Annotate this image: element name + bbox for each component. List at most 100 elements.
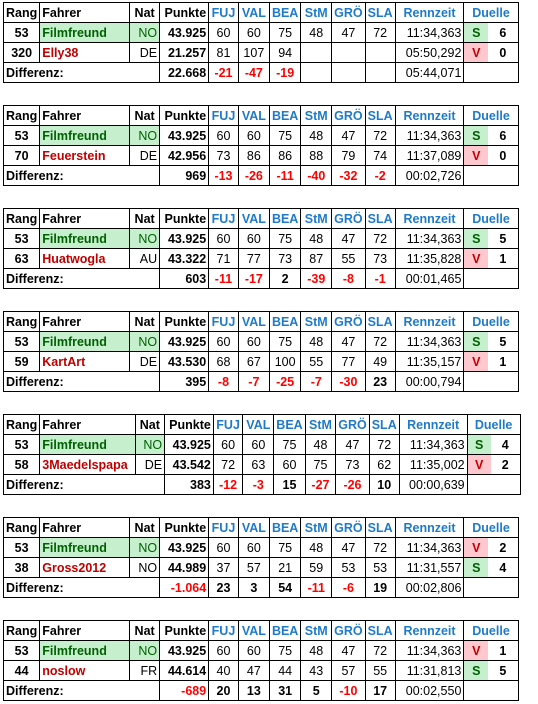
stage-cell: 60	[237, 22, 270, 43]
diff-zeit-text: 00:00,639	[409, 477, 465, 492]
diff-stage: 23	[208, 577, 239, 598]
diff-zeit-text: 00:02,806	[405, 580, 462, 595]
stage-header: BEA	[268, 105, 302, 126]
duel-table: Rang Fahrer Nat Punkte FUJ VAL BEA StM GRÖ SLA Ren…	[2, 208, 538, 289]
duelle-count: 5	[488, 331, 519, 352]
stage-cell-text: 107	[243, 45, 265, 60]
punkte-cell-text: 21.257	[167, 45, 207, 60]
punkte-cell-text: 43.925	[172, 437, 211, 452]
punkte-cell: 43.925	[159, 331, 210, 352]
sieg-verlust-badge-text: S	[472, 231, 481, 246]
diff-empty	[488, 680, 519, 701]
diff-stage-text: -6	[342, 580, 354, 595]
driver-name: Filmfreund	[39, 228, 131, 249]
stage-header-text: SLA	[367, 520, 393, 535]
stage-cell-text: 72	[373, 25, 388, 40]
diff-zeit: 00:00,639	[398, 474, 468, 495]
stage-cell: 75	[273, 434, 306, 455]
rennzeit-header-text: Rennzeit	[403, 108, 456, 123]
stage-cell-text: 55	[309, 354, 324, 369]
stage-cell	[364, 42, 396, 63]
stage-cell: 47	[331, 537, 366, 558]
sieg-verlust-badge: V	[463, 351, 489, 372]
punkte-cell: 44.614	[159, 660, 210, 681]
duelle-header: Duelle	[463, 2, 519, 23]
driver-name: 3Maedelspapa	[39, 454, 136, 475]
player-row: 70 Feuerstein DE 42.956 73 86 86 88 79 74 11:37,08…	[2, 145, 538, 166]
stage-header-text: VAL	[241, 211, 266, 226]
diff-stage: 2	[268, 268, 302, 289]
rang-cell-text: 53	[14, 540, 29, 555]
diff-stage: -27	[304, 474, 337, 495]
driver-name-text: Filmfreund	[42, 334, 107, 349]
stage-header-text: BEA	[271, 520, 299, 535]
sieg-verlust-badge-text: V	[472, 354, 481, 369]
punkte-cell: 43.530	[159, 351, 210, 372]
rang-header: Rang	[2, 620, 41, 641]
stage-cell: 44	[268, 660, 302, 681]
rang-cell-text: 44	[14, 663, 29, 678]
sieg-verlust-badge-text: V	[472, 45, 481, 60]
stage-cell: 60	[237, 228, 270, 249]
stage-cell-text: 81	[216, 45, 231, 60]
sieg-verlust-badge-text: V	[472, 148, 481, 163]
stage-cell: 72	[364, 228, 396, 249]
diff-punkte: -1.064	[159, 577, 210, 598]
fahrer-header-text: Fahrer	[42, 108, 82, 123]
punkte-cell-text: 43.925	[167, 334, 207, 349]
rang-cell-text: 53	[14, 231, 29, 246]
diff-row: Differenz: 603 -11 -17 2 -39 -8 -1 00:01,465	[2, 268, 538, 289]
rennzeit-cell: 11:34,363	[394, 228, 465, 249]
stage-header: SLA	[364, 517, 396, 538]
rennzeit-cell: 05:50,292	[394, 42, 465, 63]
duelle-count: 2	[488, 537, 519, 558]
diff-stage: 23	[364, 371, 396, 392]
stage-cell: 67	[237, 351, 270, 372]
diff-stage-text: 2	[281, 271, 289, 286]
nat-cell: DE	[129, 351, 161, 372]
stage-cell: 48	[300, 331, 333, 352]
rennzeit-header: Rennzeit	[394, 105, 465, 126]
stage-cell-text: 68	[216, 354, 231, 369]
stage-cell: 60	[208, 331, 239, 352]
fahrer-header: Fahrer	[39, 517, 131, 538]
nat-cell-text: DE	[139, 45, 158, 60]
diff-stage-text: 17	[373, 683, 388, 698]
nat-cell: NO	[129, 640, 161, 661]
stage-cell-text: 73	[345, 457, 360, 472]
stage-cell-text: 75	[282, 437, 297, 452]
stage-header: SLA	[364, 2, 396, 23]
stage-cell: 75	[268, 537, 302, 558]
rang-header-text: Rang	[6, 108, 38, 123]
diff-row: Differenz: 22.668 -21 -47 -19 05:44,071	[2, 62, 538, 83]
stage-header-text: GRÖ	[334, 623, 363, 638]
diff-label: Differenz:	[2, 371, 161, 392]
stage-cell-text: 88	[309, 148, 324, 163]
diff-stage-text: -10	[339, 683, 358, 698]
diff-stage-text: -2	[374, 168, 386, 183]
stage-header-text: StM	[304, 5, 328, 20]
stage-cell: 107	[237, 42, 270, 63]
diff-zeit: 00:02,726	[394, 165, 465, 186]
nat-cell-text: AU	[139, 251, 158, 266]
stage-header: SLA	[364, 105, 396, 126]
stage-header: StM	[300, 2, 333, 23]
diff-stage-text: 3	[250, 580, 258, 595]
duelle-count-text: 1	[499, 354, 507, 369]
diff-row: Differenz: 383 -12 -3 15 -27 -26 10 00:00,639	[2, 474, 538, 495]
diff-stage-text: 23	[373, 374, 388, 389]
rang-cell: 44	[2, 660, 41, 681]
stage-cell-text: 43	[309, 663, 324, 678]
rang-cell: 53	[2, 331, 41, 352]
stage-header-text: VAL	[241, 623, 266, 638]
driver-name: KartArt	[39, 351, 131, 372]
stage-cell: 60	[273, 454, 306, 475]
diff-stage: -1	[364, 268, 396, 289]
diff-stage-text: -7	[310, 374, 322, 389]
stage-header: BEA	[268, 311, 302, 332]
rennzeit-cell: 11:35,002	[398, 454, 468, 475]
stage-cell-text: 75	[313, 457, 328, 472]
duelle-count-text: 0	[499, 148, 507, 163]
stage-cell: 47	[237, 660, 270, 681]
stage-header: GRÖ	[331, 517, 366, 538]
